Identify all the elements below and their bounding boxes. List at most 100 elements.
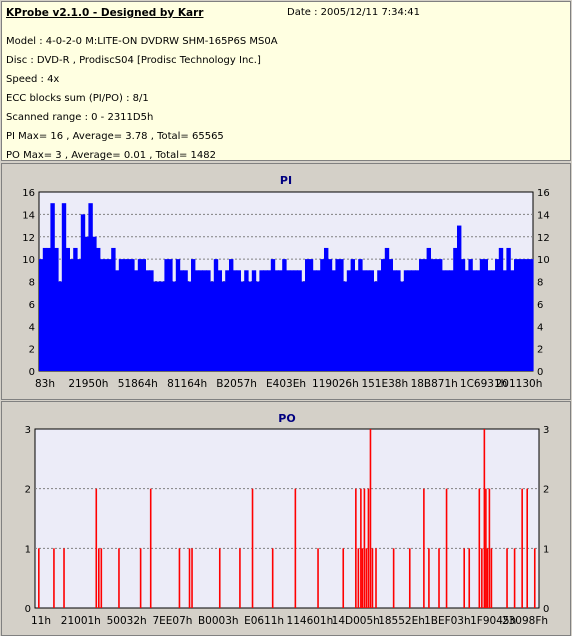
po-spike: [355, 488, 357, 608]
model-line: Model : 4-0-2-0 M:LITE-ON DVDRW SHM-165P…: [6, 36, 278, 47]
po-spike: [118, 548, 120, 608]
po-chart-panel: PO 0 0 1 1 2 2 3 3 11h 21001h 50032h 7EE07h B0003h E06…: [1, 401, 571, 636]
y-tick-label-left: 12: [22, 233, 35, 244]
po-chart: PO 0 0 1 1 2 2 3 3 11h 21001h 50032h 7EE07h B0003h E06…: [25, 412, 550, 627]
y-tick-label-left: 6: [29, 300, 35, 311]
ecc-line: ECC blocks sum (PI/PO) : 8/1: [6, 93, 149, 104]
pi-chart-panel: PI 0 0 2 2 4 4 6 6 8 8 10 10 12 12 14 14 16 16 83h 21950h 518…: [1, 163, 571, 400]
x-tick-label: 21001h: [61, 615, 101, 627]
po-spike: [53, 548, 55, 608]
po-spike: [149, 488, 152, 608]
po-spike: [191, 548, 193, 608]
y-tick-label-right: 3: [543, 425, 549, 436]
x-tick-label: 151E38h: [361, 378, 408, 390]
po-spike: [428, 548, 430, 608]
y-tick-label-left: 14: [22, 210, 35, 221]
po-stats-line: PO Max= 3 , Average= 0.01 , Total= 1482: [6, 150, 216, 161]
y-tick-label-left: 0: [25, 604, 31, 615]
po-spike: [357, 548, 360, 608]
po-spike: [363, 488, 366, 608]
po-spike: [526, 488, 528, 608]
y-tick-label-left: 8: [29, 278, 35, 289]
y-tick-label-right: 12: [537, 233, 550, 244]
po-spike: [365, 548, 368, 608]
po-spike: [488, 488, 491, 608]
y-tick-label-left: 3: [25, 425, 31, 436]
x-tick-label: 51864h: [118, 378, 158, 390]
x-tick-label: 18552Eh: [378, 615, 425, 627]
y-tick-label-left: 2: [25, 485, 31, 496]
x-tick-label: 114601h: [287, 615, 334, 627]
x-tick-label: 81164h: [167, 378, 207, 390]
info-panel: KProbe v2.1.0 - Designed by Karr Date : …: [1, 1, 571, 161]
y-tick-label-right: 0: [543, 604, 549, 615]
x-tick-label: 1C6931h: [460, 378, 507, 390]
range-line: Scanned range : 0 - 2311D5h: [6, 112, 154, 123]
po-spike: [485, 488, 487, 608]
po-spike: [392, 548, 395, 608]
po-spike: [438, 548, 440, 608]
po-spike: [490, 548, 493, 608]
y-tick-label-left: 10: [22, 255, 35, 266]
x-tick-label: 21950h: [68, 378, 108, 390]
y-tick-label-right: 0: [537, 367, 543, 378]
po-spike: [533, 548, 536, 608]
speed-line: Speed : 4x: [6, 74, 60, 85]
x-tick-label: 50032h: [107, 615, 147, 627]
po-spike: [513, 548, 516, 608]
po-spike: [188, 548, 191, 608]
y-tick-label-right: 1: [543, 544, 549, 555]
x-tick-label: 14D005h: [332, 615, 380, 627]
x-tick-label: 119026h: [312, 378, 359, 390]
po-spike: [178, 548, 181, 608]
po-spike: [371, 548, 374, 608]
po-spike: [478, 488, 481, 608]
y-tick-label-right: 14: [537, 210, 550, 221]
po-spike: [521, 488, 523, 608]
x-tick-label: 11h: [31, 615, 51, 627]
pi-chart: PI 0 0 2 2 4 4 6 6 8 8 10 10 12 12 14 14 16 16 83h 21950h 518…: [22, 174, 550, 390]
pi-stats-line: PI Max= 16 , Average= 3.78 , Total= 6556…: [6, 131, 224, 142]
po-spike: [483, 429, 486, 608]
chart-title: PO: [278, 412, 295, 425]
pi-bar: [88, 203, 93, 371]
po-spike: [360, 488, 362, 608]
po-spike: [139, 548, 142, 608]
po-spike: [481, 548, 483, 608]
po-spike: [361, 548, 364, 608]
disc-line: Disc : DVD-R , ProdiscS04 [Prodisc Techn…: [6, 55, 261, 66]
po-spike: [486, 548, 489, 608]
po-spike: [369, 429, 372, 608]
po-spike: [98, 548, 100, 608]
y-tick-label-right: 2: [537, 345, 543, 356]
po-spike: [342, 548, 345, 608]
po-spike: [38, 548, 40, 608]
po-spike: [95, 488, 98, 608]
y-tick-label-right: 16: [537, 188, 550, 199]
y-tick-label-left: 0: [29, 367, 35, 378]
po-spike: [251, 488, 254, 608]
po-spike: [218, 548, 221, 608]
pi-bar-base: [39, 303, 533, 371]
po-spike: [506, 548, 508, 608]
x-tick-label: B2057h: [216, 378, 257, 390]
y-tick-label-left: 1: [25, 544, 31, 555]
y-tick-label-left: 16: [22, 188, 35, 199]
x-tick-label: 23098Fh: [502, 615, 548, 627]
y-tick-label-left: 2: [29, 345, 35, 356]
x-tick-label: 201130h: [496, 378, 543, 390]
y-tick-label-right: 8: [537, 278, 543, 289]
x-tick-label: E0611h: [244, 615, 284, 627]
po-spike: [317, 548, 319, 608]
y-tick-label-right: 2: [543, 485, 549, 496]
x-tick-label: 7EE07h: [152, 615, 192, 627]
x-tick-label: 18B871h: [411, 378, 458, 390]
chart-title: PI: [280, 174, 292, 187]
po-spike: [294, 488, 297, 608]
po-spike: [100, 548, 103, 608]
po-spike: [239, 548, 241, 608]
po-spike: [468, 548, 471, 608]
x-tick-label: 83h: [35, 378, 55, 390]
y-tick-label-right: 6: [537, 300, 543, 311]
x-tick-label: 1F9045h: [470, 615, 516, 627]
